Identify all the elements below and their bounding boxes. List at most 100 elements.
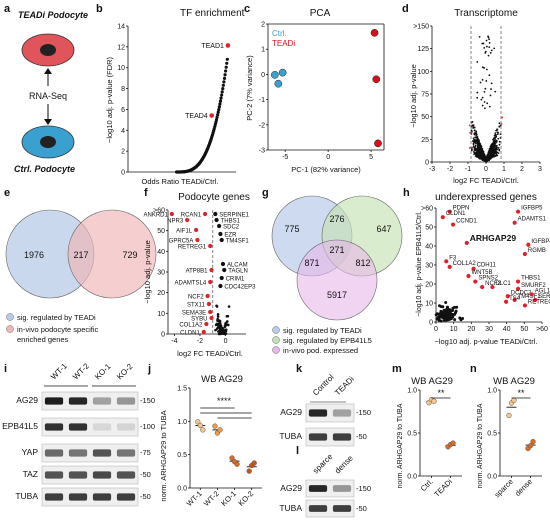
data-point [498,140,501,143]
data-point [214,328,217,332]
labeled-point [505,294,510,299]
data-point [444,301,448,305]
data-point [485,80,488,82]
data-point [451,315,455,319]
size-marker: -150 [356,408,371,417]
labeled-point [169,211,174,217]
data-point [483,155,486,157]
labeled-point [220,261,226,267]
data-point [470,129,473,132]
data-point [497,131,500,134]
x-tick-label: WT-2 [202,489,221,508]
blot-i-band [68,493,88,501]
data-point [493,136,496,139]
data-point [477,144,480,146]
labeled-point [205,293,210,299]
legend-swatch [272,326,280,334]
ctrl-nucleus-icon [40,136,56,148]
labeled-point [219,275,224,281]
blot-label: AG29 [280,407,302,417]
gene-label: RCAN1 [181,213,202,219]
data-point [488,41,491,44]
labeled-point [522,303,528,308]
panel-e: 1976 217 729 sig. regulated by TEADi in-vivo… [5,209,157,344]
gene-label: IGFBP5 [521,206,543,212]
lane-label: TEADi [333,375,356,398]
blot-i-band [68,423,88,431]
data-point [224,65,228,69]
x-tick-label: KO-1 [219,489,238,508]
x-tick-label: -4 [171,338,177,345]
data-point [494,90,497,93]
labeled-point [208,279,213,285]
labeled-point [447,209,452,214]
significance-stars: **** [217,396,232,406]
pca-point [370,28,379,37]
gene-label: DLC1 [495,281,511,287]
data-point [479,81,482,84]
blot-i-band [68,471,88,479]
y-tick-label: 20 [157,290,165,297]
replicate-point [450,440,456,446]
gene-label: THBS1 [221,219,241,225]
data-point [493,144,496,147]
blot-i-band [92,423,112,431]
gene-label: CCND1 [456,219,477,225]
y-tick-label: 1.0 [177,419,187,426]
data-point [493,146,496,149]
data-point [223,329,227,333]
gene-label: AGL1 [535,288,550,294]
data-point [224,69,228,73]
labeled-point [201,329,206,335]
x-tick-label: -5 [282,154,288,161]
x-tick-label: TEADi [432,477,454,499]
x-tick-label: 0 [224,338,228,345]
legend-swatch [272,346,280,354]
x-tick-label: KO-2 [236,489,255,508]
blot-label: EPB41L5 [2,421,38,431]
labeled-point [202,211,208,217]
data-point [474,136,477,139]
gene-label: F3 [449,255,457,261]
highlight-label: TEAD4 [185,113,208,120]
replicate-point [251,460,257,466]
labeled-point [522,251,528,257]
panel-i: WT-1 WT-2 KO-1 KO-2 AG29 -150 EPB41L5 -100 YAP -7… [2,361,155,507]
x-tick-label: 40 [503,326,511,333]
gene-label: ATP8B1 [186,269,209,275]
data-point [495,152,498,155]
data-point [468,146,471,149]
panel-letter-d: d [402,3,409,15]
blot-i-band [92,471,112,479]
y-tick-label: 50 [425,225,433,232]
lane-label: WT-2 [71,361,91,381]
data-point [492,140,495,143]
labeled-point [466,273,471,279]
data-point [218,102,222,106]
replicate-point [530,438,536,445]
data-point [446,309,450,313]
data-point [477,152,479,155]
x-axis-label: Odds Ratio TEADi/Ctrl. [142,177,219,186]
data-point [224,323,228,326]
chart-title: WB AG29 [201,374,243,385]
data-point [492,138,494,141]
labeled-point [480,284,485,290]
data-point [481,79,484,81]
venn-value: 276 [329,214,344,224]
data-point [216,327,219,330]
labeled-point [471,266,476,271]
x-tick-label: 0 [326,154,330,161]
data-point [479,156,482,159]
y-axis-label: −log10 adj. p-value (FDR) [105,56,114,143]
gene-label: CDH11 [477,263,497,269]
data-point [483,67,486,69]
data-point [221,87,225,91]
y-tick-label: 0.0 [487,474,497,481]
y-tick-label: 0.0 [177,486,187,493]
x-tick-label: -2 [197,338,203,345]
venn-value: 5917 [327,290,347,300]
labeled-point [473,279,478,284]
replicate-point [197,422,203,429]
